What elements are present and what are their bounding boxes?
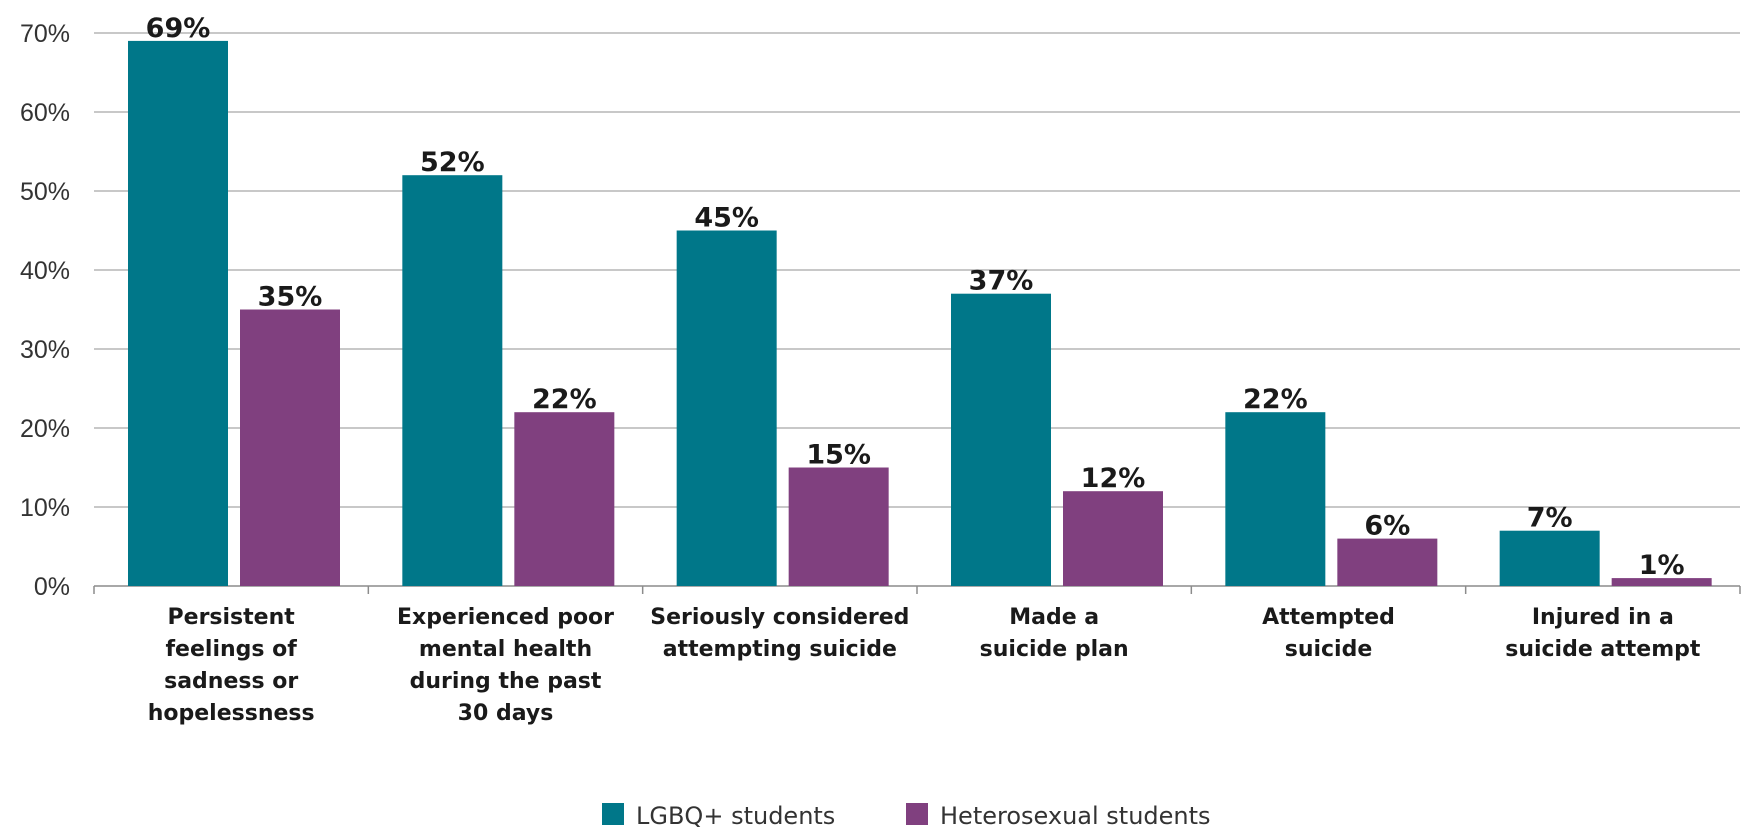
- category-label: Made a: [1009, 605, 1099, 630]
- y-axis-tick-labels: 0% 10% 20% 30% 40% 50% 60% 70%: [20, 20, 70, 601]
- data-label: 6%: [1364, 511, 1410, 542]
- y-tick-label: 0%: [34, 573, 70, 601]
- bar-heterosexual: [514, 412, 615, 586]
- data-label: 45%: [694, 203, 759, 234]
- data-label: 22%: [532, 384, 597, 415]
- legend-swatch: [602, 803, 624, 825]
- category-label: suicide plan: [980, 637, 1129, 662]
- category-label: Persistent: [168, 605, 296, 630]
- category-label: feelings of: [165, 637, 297, 662]
- data-label: 15%: [806, 440, 871, 471]
- data-label: 37%: [969, 266, 1034, 297]
- category-label: mental health: [419, 637, 592, 662]
- bar-lgbq: [951, 293, 1051, 586]
- data-label: 52%: [420, 147, 485, 178]
- data-label: 1%: [1639, 550, 1685, 581]
- y-tick-label: 10%: [20, 494, 70, 522]
- y-tick-label: 60%: [20, 99, 70, 127]
- y-tick-label: 70%: [20, 20, 70, 48]
- category-label: attempting suicide: [663, 637, 897, 662]
- category-label: Attempted: [1262, 605, 1395, 630]
- data-label: 69%: [146, 13, 211, 44]
- bar-heterosexual: [240, 309, 340, 586]
- y-tick-label: 40%: [20, 257, 70, 285]
- bar-lgbq: [128, 40, 228, 586]
- legend: LGBQ+ students Heterosexual students: [602, 802, 1211, 830]
- legend-swatch: [906, 803, 928, 825]
- category-label: Experienced poor: [397, 605, 614, 630]
- data-label: 7%: [1527, 503, 1573, 534]
- category-label: during the past: [410, 669, 602, 694]
- category-label: suicide: [1285, 637, 1373, 662]
- gridlines: [93, 32, 1741, 594]
- bar-lgbq: [676, 230, 777, 586]
- category-label: Seriously considered: [650, 605, 909, 630]
- category-label: hopelessness: [148, 701, 315, 726]
- category-label: 30 days: [458, 701, 554, 726]
- category-label: Injured in a: [1532, 605, 1674, 630]
- y-tick-label: 50%: [20, 178, 70, 206]
- bars: [128, 40, 1712, 586]
- data-label: 12%: [1081, 463, 1146, 494]
- bar-lgbq: [1499, 530, 1600, 586]
- legend-label: LGBQ+ students: [636, 802, 835, 830]
- data-label: 35%: [258, 282, 323, 313]
- bar-heterosexual: [1611, 578, 1712, 586]
- bar-lgbq: [402, 175, 503, 586]
- y-tick-label: 30%: [20, 336, 70, 364]
- y-tick-label: 20%: [20, 415, 70, 443]
- legend-label: Heterosexual students: [940, 802, 1211, 830]
- bar-heterosexual: [788, 467, 889, 586]
- category-label: sadness or: [164, 669, 298, 694]
- bar-heterosexual: [1063, 491, 1163, 586]
- bar-lgbq: [1225, 412, 1326, 586]
- bar-heterosexual: [1337, 538, 1438, 586]
- data-label: 22%: [1243, 384, 1308, 415]
- category-labels: Persistent feelings of sadness or hopelessn…: [148, 605, 1701, 726]
- data-labels: 69% 52% 45% 37% 22% 7% 35% 22% 15% 12% 6% 1%: [146, 13, 1685, 581]
- category-label: suicide attempt: [1505, 637, 1701, 662]
